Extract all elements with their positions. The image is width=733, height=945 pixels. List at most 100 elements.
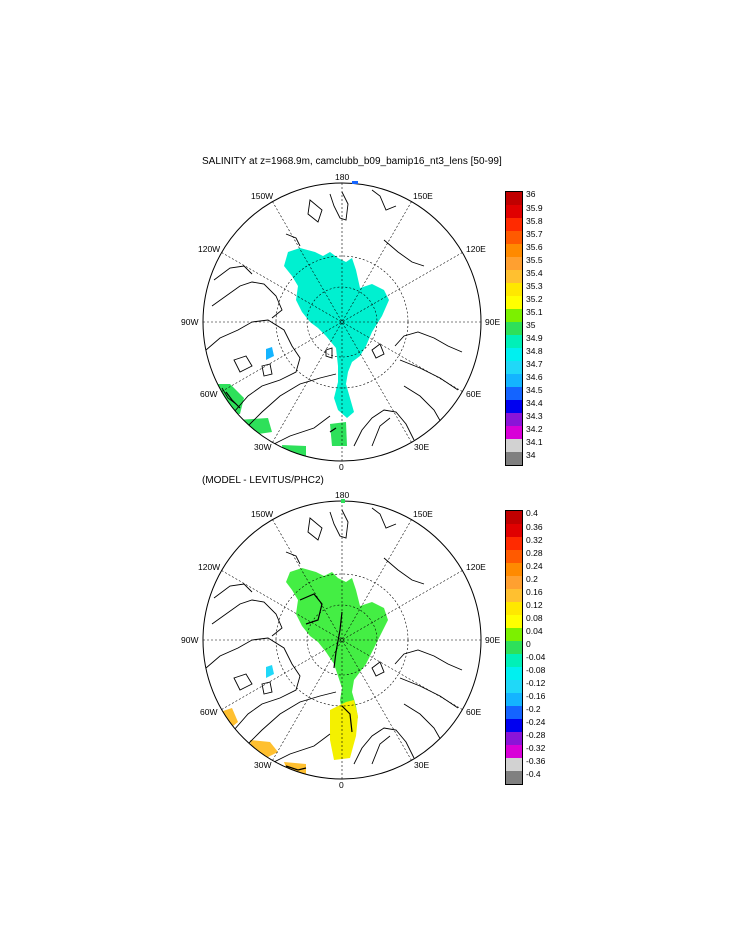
colorbar-swatch bbox=[506, 270, 522, 283]
colorbar-label: 35.4 bbox=[526, 268, 543, 278]
colorbar-label: 0 bbox=[526, 639, 531, 649]
colorbar-label: 34.3 bbox=[526, 411, 543, 421]
colorbar-swatch bbox=[506, 524, 522, 537]
colorbar-swatch bbox=[506, 322, 522, 335]
colorbar-swatch bbox=[506, 602, 522, 615]
panel-2-lon-60w: 60W bbox=[200, 707, 217, 717]
panel-2-cyan-patch bbox=[266, 665, 274, 678]
colorbar-label: 0.16 bbox=[526, 587, 543, 597]
colorbar-label: 0.12 bbox=[526, 600, 543, 610]
panel-2-lon-30e: 30E bbox=[414, 760, 429, 770]
colorbar-swatch bbox=[506, 680, 522, 693]
panel-1-salinity-field bbox=[284, 248, 389, 418]
panel-1-lon-0: 0 bbox=[339, 462, 344, 472]
colorbar-label: 34.4 bbox=[526, 398, 543, 408]
panel-2-lon-120w: 120W bbox=[198, 562, 220, 572]
colorbar-label: -0.12 bbox=[526, 678, 546, 688]
panel-1-map-border bbox=[202, 182, 482, 462]
panel-2-yellow-patch bbox=[330, 700, 358, 760]
colorbar-label: 0.08 bbox=[526, 613, 543, 623]
colorbar-label: 34.1 bbox=[526, 437, 543, 447]
panel-2-lon-150w: 150W bbox=[251, 509, 273, 519]
colorbar-label: 34.2 bbox=[526, 424, 543, 434]
panel-1-lon-150w: 150W bbox=[251, 191, 273, 201]
colorbar-label: 34.7 bbox=[526, 359, 543, 369]
colorbar-label: -0.28 bbox=[526, 730, 546, 740]
panel-2-lon-60e: 60E bbox=[466, 707, 481, 717]
colorbar-swatch bbox=[506, 400, 522, 413]
colorbar-label: 35.7 bbox=[526, 229, 543, 239]
colorbar-label: 0.04 bbox=[526, 626, 543, 636]
colorbar-label: -0.04 bbox=[526, 652, 546, 662]
colorbar-label: 0.2 bbox=[526, 574, 538, 584]
panel-2-lon-120e: 120E bbox=[466, 562, 486, 572]
colorbar-label: 0.4 bbox=[526, 508, 538, 518]
panel-1-lon-90w: 90W bbox=[181, 317, 198, 327]
panel-1-green-patch-south bbox=[236, 418, 272, 436]
colorbar-swatch bbox=[506, 511, 522, 524]
colorbar-swatch bbox=[506, 628, 522, 641]
colorbar-label: 0.28 bbox=[526, 548, 543, 558]
panel-2-lon-30w: 30W bbox=[254, 760, 271, 770]
panel-2-map: 180 150E 120E 90E 60E 30E 0 30W 60W 90W … bbox=[181, 490, 500, 790]
colorbar-label: -0.24 bbox=[526, 717, 546, 727]
colorbar-swatch bbox=[506, 257, 522, 270]
colorbar-label: -0.16 bbox=[526, 691, 546, 701]
panel-2-lon-180: 180 bbox=[335, 490, 349, 500]
panel-2-lon-0: 0 bbox=[339, 780, 344, 790]
panel-1-lon-30e: 30E bbox=[414, 442, 429, 452]
colorbar-label: -0.32 bbox=[526, 743, 546, 753]
colorbar-label: -0.08 bbox=[526, 665, 546, 675]
panel-1-lon-60e: 60E bbox=[466, 389, 481, 399]
colorbar-label: 35.6 bbox=[526, 242, 543, 252]
colorbar-swatch bbox=[506, 296, 522, 309]
colorbar-swatch bbox=[506, 361, 522, 374]
panel-1-map: 180 150E 120E 90E 60E 30E 0 30W 60W 90W … bbox=[181, 172, 500, 472]
colorbar-swatch bbox=[506, 589, 522, 602]
colorbar-swatch bbox=[506, 413, 522, 426]
colorbar-swatch bbox=[506, 439, 522, 452]
colorbar-label: 0.36 bbox=[526, 522, 543, 532]
colorbar-swatch bbox=[506, 348, 522, 361]
colorbar-label: 34 bbox=[526, 450, 536, 460]
panel-2-title: (MODEL - LEVITUS/PHC2) bbox=[202, 475, 324, 486]
colorbar-swatch bbox=[506, 283, 522, 296]
colorbar-label: 36 bbox=[526, 189, 536, 199]
colorbar-swatch bbox=[506, 732, 522, 745]
colorbar-swatch bbox=[506, 192, 522, 205]
panel-1-lon-90e: 90E bbox=[485, 317, 500, 327]
colorbar-swatch bbox=[506, 309, 522, 322]
colorbar-label: -0.36 bbox=[526, 756, 546, 766]
colorbar-swatch bbox=[506, 745, 522, 758]
panel-2-orange-patch-south bbox=[250, 740, 278, 760]
panel-1-green-patch-central bbox=[330, 422, 347, 446]
colorbar-label: 0.32 bbox=[526, 535, 543, 545]
colorbar-label: 35 bbox=[526, 320, 536, 330]
colorbar-label: 34.9 bbox=[526, 333, 543, 343]
panel-2-lon-90w: 90W bbox=[181, 635, 198, 645]
panel-1-lon-120w: 120W bbox=[198, 244, 220, 254]
panel-1-lon-60w: 60W bbox=[200, 389, 217, 399]
panel-1-lon-150e: 150E bbox=[413, 191, 433, 201]
panel-1-lon-30w: 30W bbox=[254, 442, 271, 452]
panel-2-lon-150e: 150E bbox=[413, 509, 433, 519]
colorbar-label: 35.2 bbox=[526, 294, 543, 304]
panel-1-lon-120e: 120E bbox=[466, 244, 486, 254]
colorbar-swatch bbox=[506, 205, 522, 218]
panel-2-graticule bbox=[203, 501, 481, 779]
colorbar-label: 35.9 bbox=[526, 203, 543, 213]
colorbar-label: 34.5 bbox=[526, 385, 543, 395]
colorbar-swatch bbox=[506, 654, 522, 667]
colorbar-swatch bbox=[506, 335, 522, 348]
colorbar-swatch bbox=[506, 576, 522, 589]
panel-2-orange-patch-south2 bbox=[284, 762, 306, 778]
colorbar-label: -0.4 bbox=[526, 769, 541, 779]
colorbar-label: 35.8 bbox=[526, 216, 543, 226]
colorbar-swatch bbox=[506, 706, 522, 719]
colorbar-swatch bbox=[506, 550, 522, 563]
colorbar-swatch bbox=[506, 374, 522, 387]
panel-1-title: SALINITY at z=1968.9m, camclubb_b09_bami… bbox=[202, 156, 502, 167]
colorbar-label: 34.6 bbox=[526, 372, 543, 382]
colorbar-swatch bbox=[506, 218, 522, 231]
